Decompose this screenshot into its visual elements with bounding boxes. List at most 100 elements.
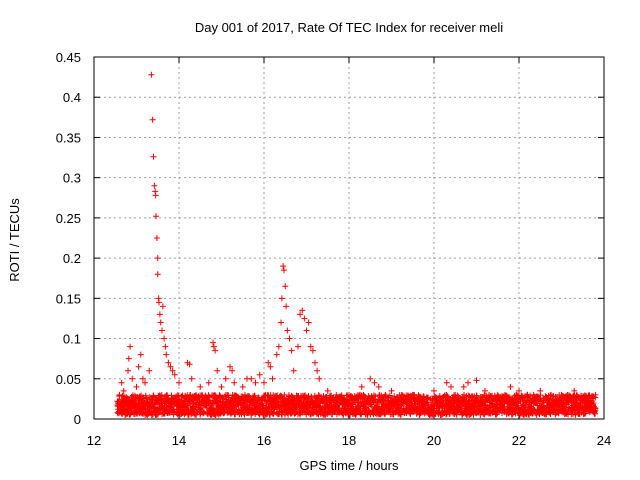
data-point [299, 409, 306, 416]
data-point [186, 361, 193, 368]
data-point [269, 375, 276, 382]
data-point [153, 213, 160, 220]
data-point [299, 307, 306, 314]
data-point [169, 367, 176, 374]
data-point [443, 379, 450, 386]
data-point [156, 311, 163, 318]
data-point [252, 379, 259, 386]
data-point [579, 395, 586, 402]
data-point [448, 383, 454, 390]
data-point [375, 383, 382, 390]
data-point [309, 347, 316, 354]
x-tick-label: 18 [342, 433, 356, 448]
x-tick-label: 12 [87, 433, 101, 448]
data-point [365, 407, 372, 414]
data-point [116, 391, 123, 398]
data-point [295, 343, 301, 350]
data-point [592, 405, 599, 412]
data-point [152, 192, 159, 199]
data-point [547, 410, 554, 417]
data-point [273, 351, 280, 358]
data-point [153, 235, 160, 241]
data-point [231, 379, 238, 386]
data-point [388, 387, 395, 394]
data-point [139, 375, 146, 382]
data-point [162, 343, 169, 350]
data-point [347, 411, 354, 418]
y-tick-labels: 0 0.05 0.1 0.15 0.2 0.25 0.3 0.35 0.4 0.45 [56, 50, 81, 427]
data-point [467, 411, 474, 418]
data-point [382, 392, 389, 399]
data-point [572, 411, 579, 418]
x-tick-label: 24 [597, 433, 611, 448]
data-point [248, 375, 255, 382]
data-point [286, 335, 293, 342]
data-point [516, 387, 522, 394]
data-point [200, 408, 207, 415]
y-tick-label: 0.2 [63, 251, 81, 266]
data-point [165, 359, 172, 366]
data-point [278, 319, 284, 326]
y-tick-label: 0 [74, 412, 81, 427]
data-point [316, 375, 323, 382]
data-point [225, 394, 232, 401]
data-point [452, 391, 459, 398]
data-point [148, 71, 155, 78]
data-point [149, 116, 156, 123]
data-point [146, 367, 153, 374]
data-point [280, 263, 287, 270]
data-point [469, 394, 476, 401]
data-point [210, 339, 216, 346]
data-point [284, 327, 291, 334]
data-point [163, 351, 170, 358]
data-point [301, 315, 308, 322]
y-tick-label: 0.3 [63, 171, 81, 186]
data-point [280, 267, 287, 274]
data-point [397, 411, 404, 418]
data-point [156, 299, 163, 306]
data-point [124, 395, 131, 402]
data-point [120, 387, 127, 394]
data-point [176, 379, 182, 386]
data-point [133, 383, 140, 390]
data-point [409, 391, 416, 398]
data-point [216, 393, 223, 400]
data-point [431, 387, 437, 394]
y-tick-label: 0.45 [56, 50, 81, 65]
plot-frame [93, 56, 605, 420]
data-point [290, 367, 297, 374]
data-point [482, 387, 488, 394]
data-point [524, 391, 531, 398]
data-point [266, 411, 273, 418]
y-tick-label: 0.4 [63, 90, 81, 105]
data-point [212, 347, 219, 354]
x-tick-label: 16 [257, 433, 271, 448]
data-point [550, 395, 556, 402]
data-point [282, 283, 289, 290]
data-point [218, 383, 225, 390]
data-point [150, 153, 157, 160]
x-tick-label: 22 [512, 433, 526, 448]
chart-title: Day 001 of 2017, Rate Of TEC Index for r… [195, 20, 503, 35]
data-point [197, 383, 204, 390]
data-point [530, 405, 537, 412]
y-tick-label: 0.1 [63, 332, 81, 347]
data-point [171, 371, 178, 378]
data-point [261, 379, 267, 386]
data-point [140, 394, 147, 401]
data-point [278, 295, 285, 302]
y-tick-label: 0.25 [56, 211, 81, 226]
data-point [297, 311, 304, 318]
data-points [114, 71, 599, 418]
x-axis-label: GPS time / hours [300, 458, 399, 473]
data-point [308, 393, 315, 400]
data-point [558, 391, 565, 398]
data-point [473, 377, 480, 384]
data-point [494, 391, 501, 398]
data-point [205, 379, 212, 386]
data-point [460, 383, 467, 390]
data-point [372, 393, 379, 400]
data-point [358, 383, 365, 390]
data-point [367, 375, 374, 382]
